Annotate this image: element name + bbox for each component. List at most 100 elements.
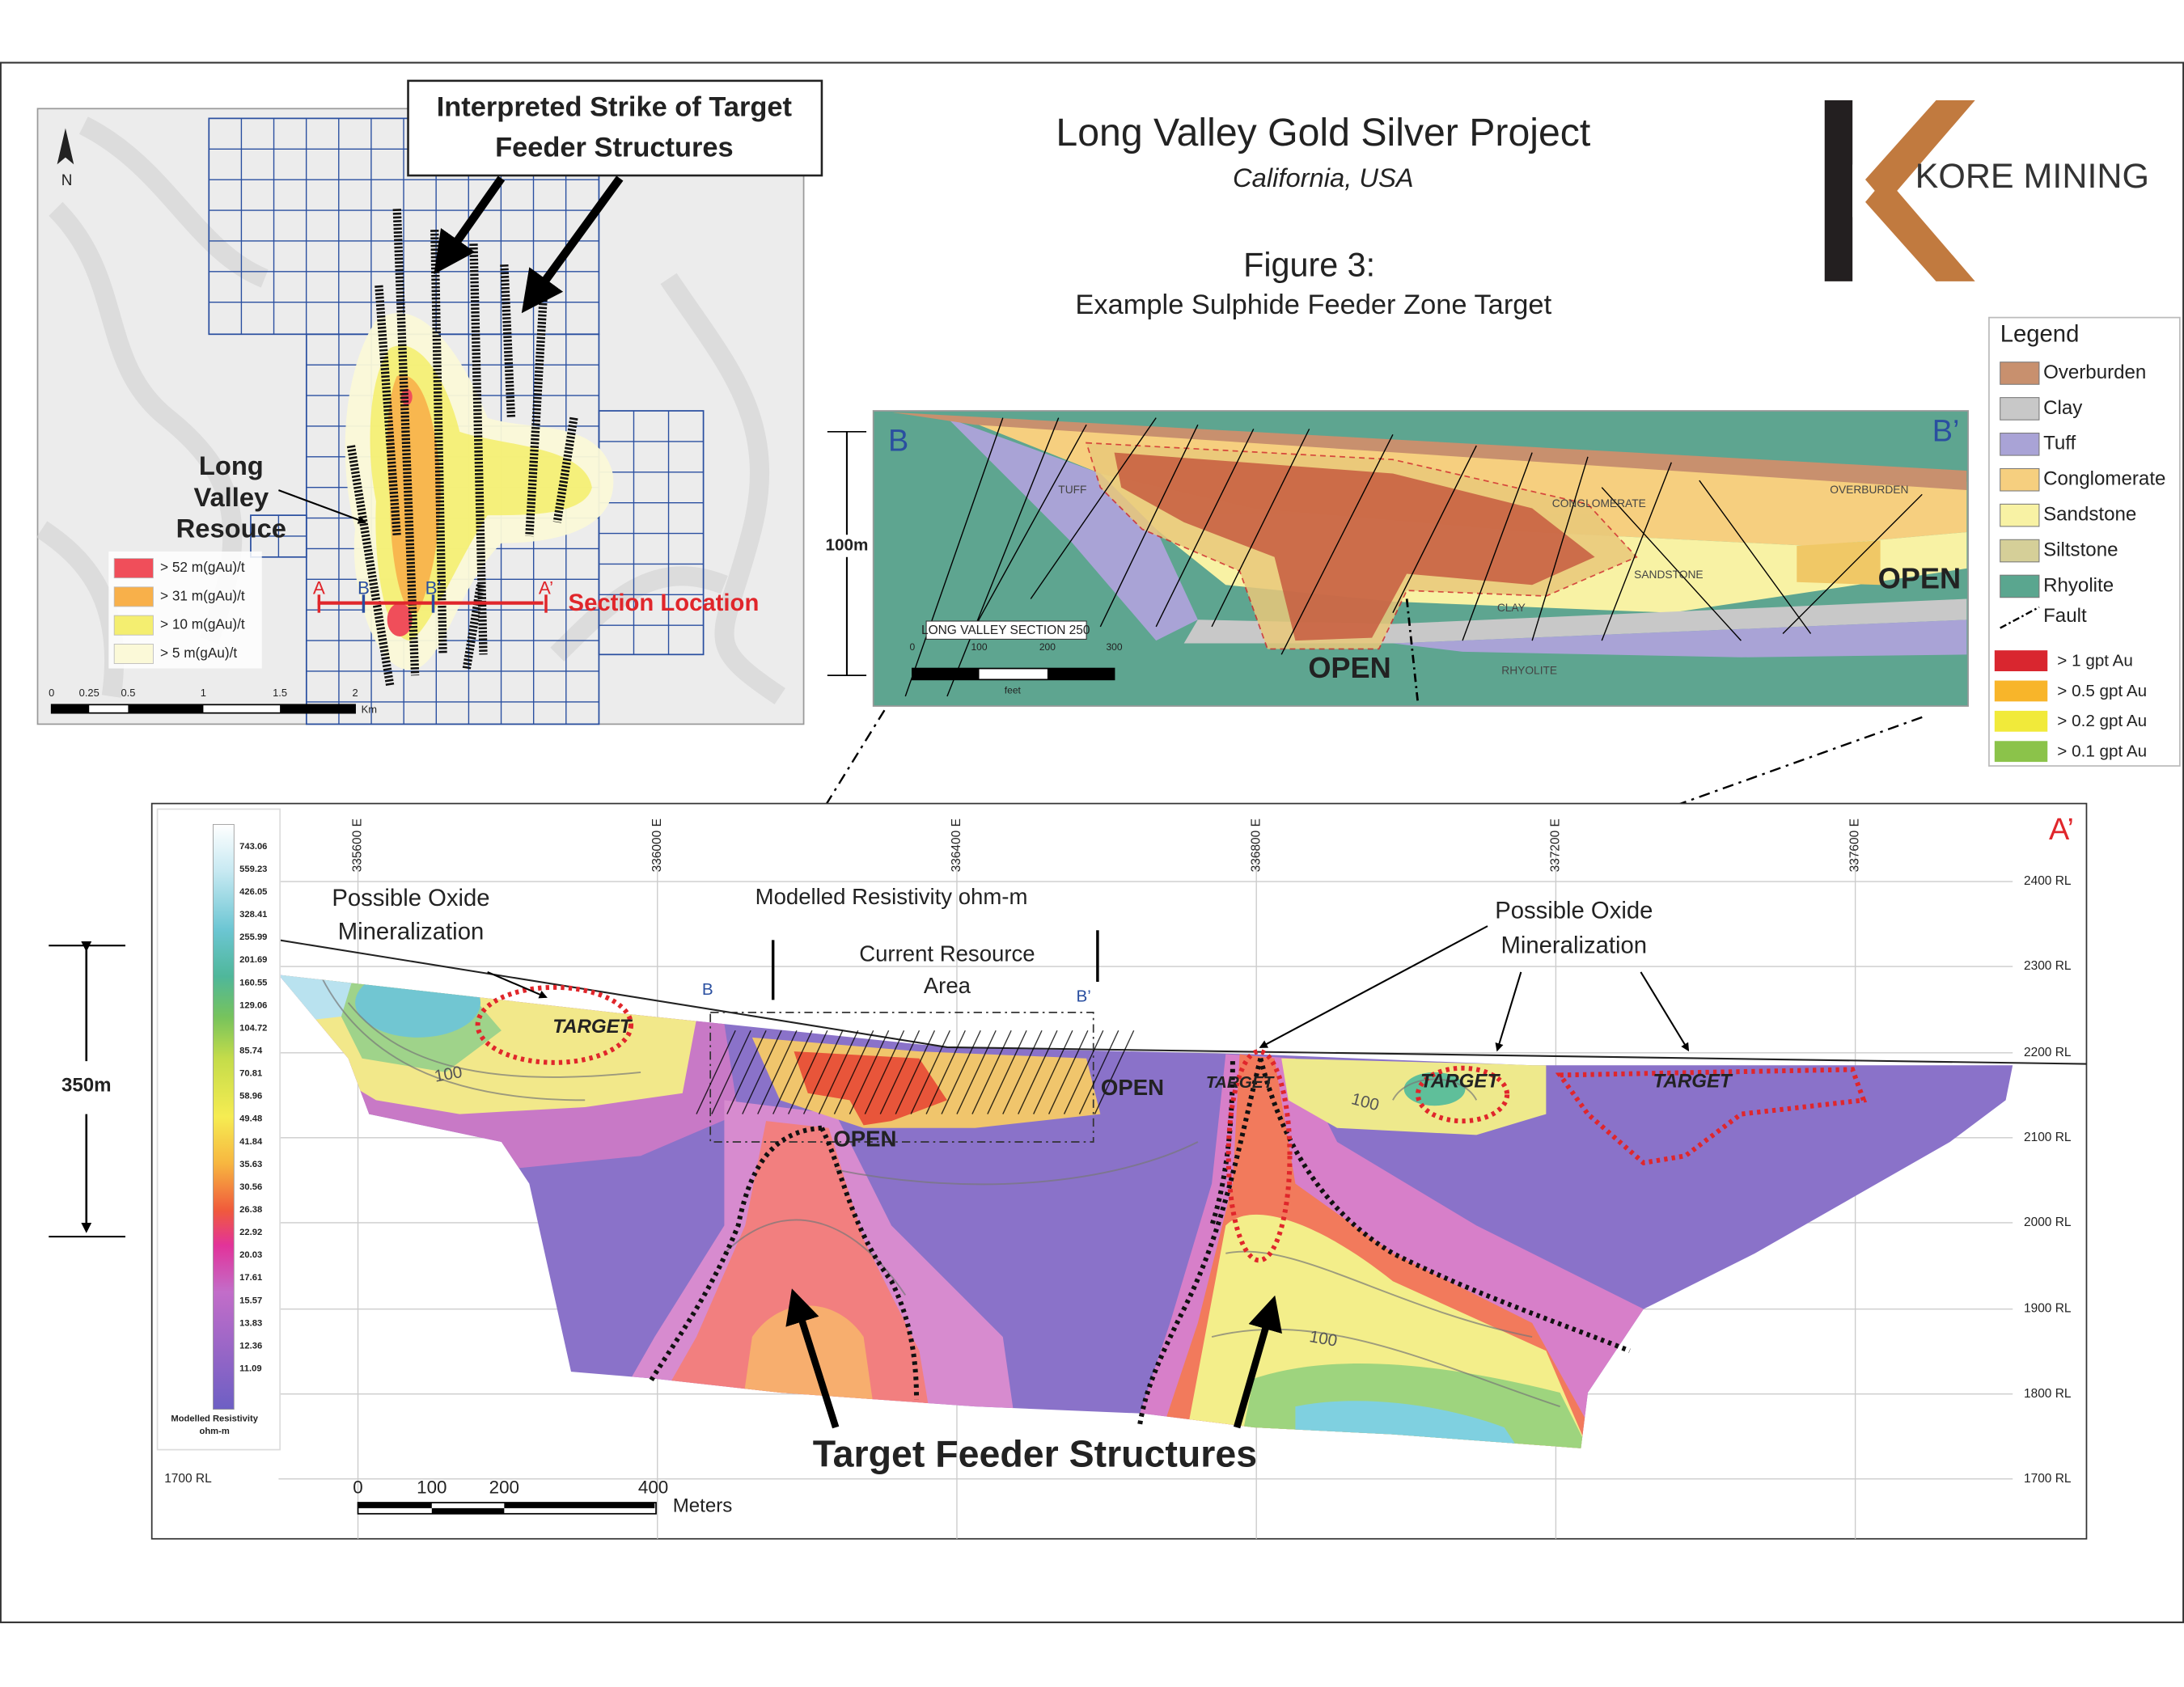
scale-seg <box>51 704 90 713</box>
resource-hatch <box>925 1030 966 1114</box>
colorbar-label: 85.74 <box>239 1046 263 1056</box>
callout-arrow <box>521 175 624 314</box>
feeder-outline <box>1258 1057 1631 1354</box>
legend-label: Sandstone <box>2043 503 2136 525</box>
resource-hatch <box>987 1030 1027 1114</box>
scale-unit: Km <box>362 704 377 716</box>
easting-label: 335600 E <box>351 818 365 872</box>
map-legend-swatch <box>113 586 154 607</box>
section-corner: B’ <box>1932 415 1960 449</box>
drill-hole <box>1392 445 1477 613</box>
colorbar-label: 15.57 <box>239 1296 262 1305</box>
resource-hatch <box>833 1030 874 1114</box>
target-label: TARGET <box>552 1016 633 1038</box>
resource-hatch <box>787 1030 828 1114</box>
legend-swatch <box>1994 650 2048 671</box>
resource-hatch <box>818 1030 859 1114</box>
unit-label: RHYOLITE <box>1501 665 1557 677</box>
drill-hole <box>974 424 1087 628</box>
colorbar-label: 104.72 <box>239 1023 267 1033</box>
feeder-outline <box>648 1125 823 1383</box>
resource-label: Long <box>199 450 264 480</box>
legend-label: > 0.2 gpt Au <box>2057 712 2147 730</box>
feet-label: 0 <box>910 641 916 653</box>
resource-hatch <box>971 1030 1012 1114</box>
easting-label: 336400 E <box>950 818 963 872</box>
open-label: OPEN <box>1308 651 1390 684</box>
rl-label: 1900 RL <box>2024 1302 2072 1316</box>
target-outline <box>475 984 634 1065</box>
north-arrow <box>57 128 74 165</box>
meter-seg <box>431 1507 505 1514</box>
legend-swatch <box>2000 397 2040 421</box>
feet-label: 200 <box>1039 641 1056 653</box>
target-label: TARGET <box>1653 1070 1734 1092</box>
colorbar-label: 328.41 <box>239 910 267 920</box>
drill-hole <box>1030 417 1157 599</box>
meter-label: 100 <box>417 1478 447 1498</box>
legend-label: Conglomerate <box>2043 468 2165 490</box>
colorbar <box>213 823 235 1410</box>
resource-hatch <box>1078 1030 1120 1114</box>
oxide-label: Mineralization <box>338 919 485 945</box>
grade-core <box>1114 452 1595 641</box>
drill-hole <box>1211 429 1310 628</box>
resource-hatch <box>1048 1030 1089 1114</box>
resource-hatch <box>1002 1030 1043 1114</box>
colorbar-label: 743.06 <box>239 842 267 852</box>
map-legend-label: > 10 m(gAu)/t <box>160 616 245 632</box>
colorbar-label: 41.84 <box>239 1137 263 1147</box>
resource-hatch <box>956 1030 997 1114</box>
scale-seg <box>128 704 204 713</box>
drill-hole <box>1155 429 1255 628</box>
scale-label: 1.5 <box>273 687 287 699</box>
resource-hatch <box>711 1030 751 1114</box>
resource-hatch <box>742 1030 782 1114</box>
callout-text: Interpreted Strike of Target <box>437 91 793 122</box>
drill-hole <box>1601 462 1672 641</box>
section-name-box <box>925 620 1087 640</box>
colorbar-label: 58.96 <box>239 1092 262 1101</box>
unit-label: TUFF <box>1058 484 1086 496</box>
callout-box <box>407 79 823 177</box>
feeder-strike <box>430 230 447 655</box>
target-label: TARGET <box>1206 1073 1276 1092</box>
open-zone <box>1797 540 1881 586</box>
legend-swatch <box>2000 433 2040 456</box>
grade-31 <box>387 374 441 614</box>
contour <box>347 1002 641 1078</box>
colorbar-label: 255.99 <box>239 932 267 942</box>
drill-hole <box>1099 424 1199 628</box>
open-label: OPEN <box>1101 1075 1164 1100</box>
colorbar-label: 559.23 <box>239 865 267 874</box>
meter-seg <box>504 1502 655 1508</box>
section-corner: B <box>888 425 908 459</box>
legend-label: Siltstone <box>2043 539 2118 560</box>
easting-label: 336000 E <box>650 818 664 872</box>
target-outline <box>1555 1067 1868 1166</box>
layer-tuff <box>946 417 1198 641</box>
feet-seg <box>912 668 980 680</box>
unit-label: OVERBURDEN <box>1830 484 1908 496</box>
resource-hatch <box>879 1030 921 1114</box>
legend-label: > 0.5 gpt Au <box>2057 682 2147 700</box>
section-marker: A <box>313 577 325 598</box>
legend-title: Legend <box>2000 322 2080 348</box>
callout-text: Feeder Structures <box>495 132 734 163</box>
drill-hole <box>946 417 1060 697</box>
resource-hatch <box>1018 1030 1058 1114</box>
unit-label: SANDSTONE <box>1634 569 1703 581</box>
scale-label: 0.25 <box>79 687 99 699</box>
meter-unit: Meters <box>673 1495 733 1517</box>
rl-label: 2100 RL <box>2024 1131 2072 1144</box>
legend-swatch <box>2000 503 2040 527</box>
layer-overburden <box>891 412 1967 491</box>
colorbar-label: 11.09 <box>239 1364 261 1373</box>
feet-seg <box>1047 668 1115 680</box>
feeder-strike <box>525 298 548 537</box>
claim-block <box>598 410 705 656</box>
legend-label: Clay <box>2043 397 2082 419</box>
colorbar-label: 20.03 <box>239 1250 262 1260</box>
target-outline <box>1415 1065 1510 1124</box>
